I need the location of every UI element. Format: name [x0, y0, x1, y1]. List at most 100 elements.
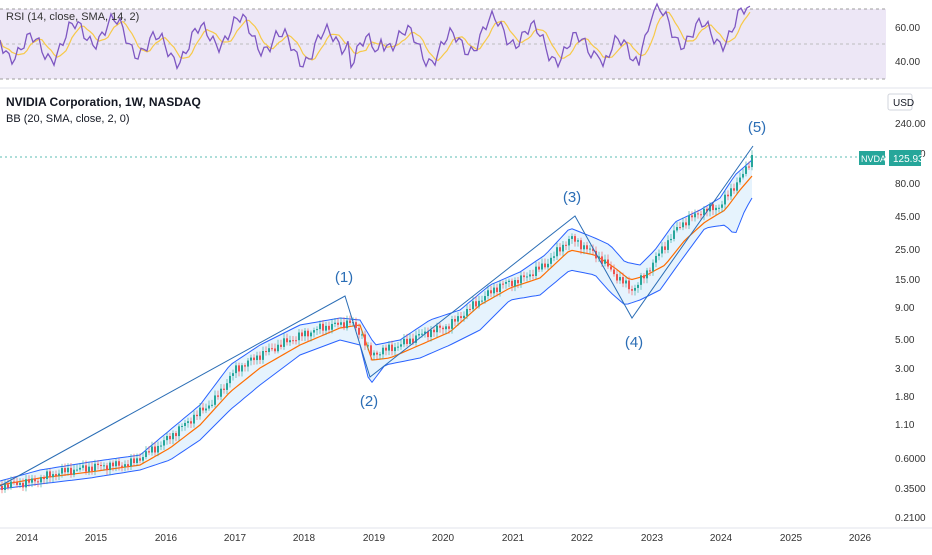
- candle: [295, 340, 297, 342]
- candle: [361, 334, 363, 336]
- candle: [154, 446, 156, 453]
- candle: [538, 266, 540, 270]
- rsi-label: RSI (14, close, SMA, 14, 2): [6, 11, 139, 23]
- candle: [1, 486, 3, 491]
- candle: [271, 348, 273, 350]
- candle: [499, 283, 501, 293]
- candle: [430, 329, 432, 338]
- candle: [544, 263, 546, 268]
- candle: [433, 329, 435, 333]
- wave-label-3: (3): [563, 189, 581, 206]
- candle: [523, 275, 525, 278]
- rsi-line: [0, 2, 751, 71]
- candle: [685, 222, 687, 226]
- candle: [562, 244, 564, 252]
- candle: [73, 469, 75, 475]
- candle: [331, 323, 333, 330]
- candle: [460, 316, 462, 319]
- candle: [724, 194, 726, 205]
- year-label: 2017: [224, 533, 247, 544]
- candle: [448, 326, 450, 329]
- year-label: 2023: [641, 533, 664, 544]
- candle: [319, 323, 321, 330]
- candle: [196, 414, 198, 417]
- candle: [187, 421, 189, 423]
- candle: [457, 316, 459, 322]
- candle: [574, 236, 576, 242]
- candle: [559, 247, 561, 252]
- price-tick: 0.6000: [895, 454, 926, 465]
- candle: [496, 287, 498, 293]
- candle: [370, 345, 372, 356]
- candle: [382, 347, 384, 355]
- candle: [715, 207, 717, 211]
- candle: [88, 466, 90, 472]
- candle: [436, 325, 438, 333]
- candle: [691, 215, 693, 218]
- price-tick: 5.00: [895, 335, 915, 346]
- candle: [502, 283, 504, 285]
- price-tick: 45.00: [895, 212, 920, 223]
- candle: [682, 222, 684, 228]
- candle: [250, 357, 252, 361]
- candle: [580, 240, 582, 250]
- candle: [124, 464, 126, 467]
- price-tick: 0.2100: [895, 513, 926, 524]
- candle: [76, 469, 78, 471]
- candle: [403, 338, 405, 345]
- candle: [646, 270, 648, 279]
- candle: [343, 322, 345, 329]
- candle: [262, 351, 264, 360]
- candle: [247, 360, 249, 367]
- candle: [736, 182, 738, 191]
- candle: [145, 451, 147, 458]
- candle: [64, 468, 66, 473]
- rsi-tick-40: 40.00: [895, 57, 920, 68]
- candle: [229, 375, 231, 384]
- candle: [286, 338, 288, 343]
- candle: [376, 352, 378, 355]
- candle: [472, 301, 474, 310]
- candle: [103, 465, 105, 467]
- candle: [568, 238, 570, 246]
- candle: [463, 315, 465, 319]
- ticker-symbol-tag: [859, 151, 885, 165]
- candle: [622, 277, 624, 284]
- candle: [427, 331, 429, 338]
- candle: [28, 479, 30, 483]
- candle: [13, 481, 15, 483]
- candle: [304, 330, 306, 337]
- candle: [586, 245, 588, 250]
- price-tick: 3.00: [895, 364, 915, 375]
- candle: [589, 248, 591, 250]
- candle: [412, 338, 414, 343]
- candle: [280, 344, 282, 347]
- bollinger-lower: [0, 197, 753, 490]
- year-label: 2022: [571, 533, 594, 544]
- candle: [700, 214, 702, 216]
- candle: [208, 405, 210, 409]
- candle: [157, 445, 159, 453]
- wave-label-4: (4): [625, 334, 643, 351]
- candle: [244, 365, 246, 367]
- candle: [424, 331, 426, 334]
- currency-button[interactable]: [887, 93, 913, 111]
- candle: [160, 445, 162, 447]
- candle: [391, 344, 393, 352]
- candle: [526, 276, 528, 278]
- candle: [547, 263, 549, 268]
- candle: [604, 259, 606, 264]
- candle: [181, 425, 183, 427]
- rsi-tick-60: 60.00: [895, 23, 920, 34]
- candle: [346, 320, 348, 329]
- candle: [139, 458, 141, 461]
- candle: [91, 466, 93, 471]
- candle: [640, 275, 642, 285]
- year-label: 2026: [849, 533, 872, 544]
- candle: [265, 351, 267, 353]
- candle: [253, 357, 255, 361]
- candle: [616, 274, 618, 281]
- candle: [415, 335, 417, 343]
- candle: [598, 256, 600, 259]
- candle: [445, 326, 447, 330]
